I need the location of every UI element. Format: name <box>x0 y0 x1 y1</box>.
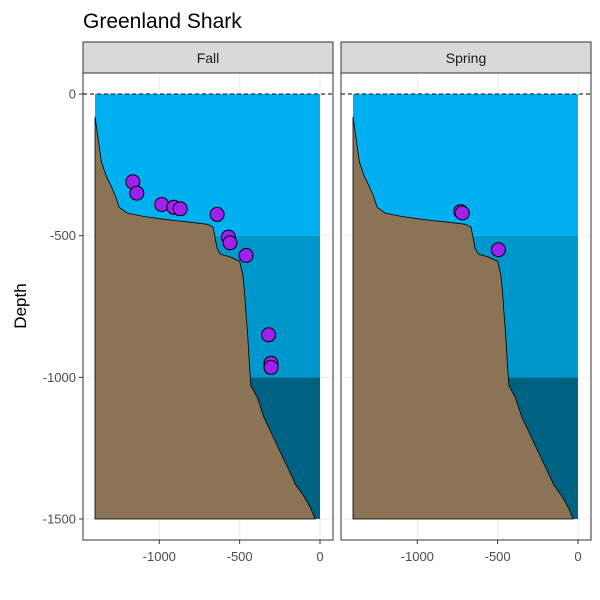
x-tick-label: -500 <box>227 549 253 564</box>
facet-strip-label: Spring <box>446 50 486 66</box>
seafloor-profile <box>352 116 574 520</box>
data-point <box>209 206 225 222</box>
data-point <box>490 242 506 258</box>
chart-title: Greenland Shark <box>83 10 242 33</box>
y-axis: 0 -500 -1000 -1500 <box>43 87 83 527</box>
y-tick-label: 0 <box>69 87 76 102</box>
data-point <box>454 205 470 221</box>
x-tick-label: 0 <box>574 549 581 564</box>
data-point <box>222 235 238 251</box>
facet-strip-label: Fall <box>197 50 220 66</box>
y-tick-label: -1500 <box>43 512 76 527</box>
data-point <box>238 248 254 263</box>
data-point <box>263 359 279 375</box>
x-tick-label: -1000 <box>401 549 434 564</box>
data-point <box>172 201 188 217</box>
depth-band-1 <box>95 94 320 236</box>
data-point <box>261 327 277 343</box>
y-tick-label: -1000 <box>43 370 76 385</box>
y-tick-label: -500 <box>50 228 76 243</box>
facet-panels: Fall -1000 -500 0 Spring -1000 -500 0 <box>82 41 592 564</box>
seafloor-profile <box>94 116 316 520</box>
x-tick-label: 0 <box>316 549 323 564</box>
facet-strip <box>82 41 334 74</box>
data-point <box>129 185 145 201</box>
y-axis-title: Depth <box>11 283 30 328</box>
x-tick-label: -1000 <box>143 549 176 564</box>
facet-strip <box>340 41 592 74</box>
facet-panel-fall: Fall -1000 -500 0 <box>82 41 334 564</box>
x-tick-label: -500 <box>485 549 511 564</box>
data-point <box>154 197 170 212</box>
facet-panel-spring: Spring -1000 -500 0 <box>340 41 592 564</box>
